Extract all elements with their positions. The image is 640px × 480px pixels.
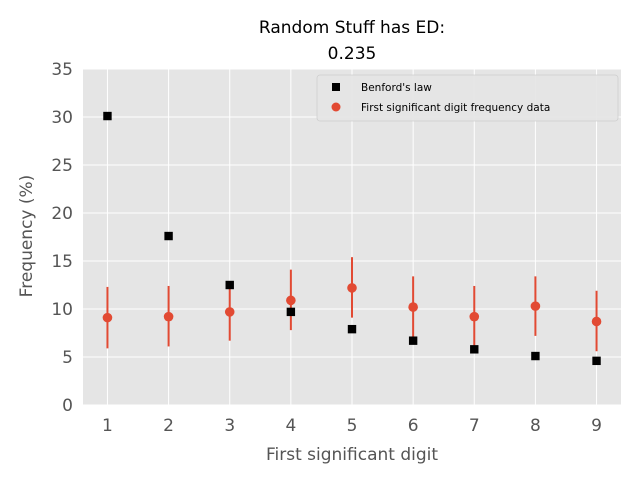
x-tick-label: 9 <box>591 416 602 436</box>
benford-point <box>103 111 112 121</box>
benford-point <box>470 345 479 354</box>
x-tick-label: 4 <box>285 416 296 436</box>
y-tick-label: 25 <box>51 156 73 176</box>
legend-data-label: First significant digit frequency data <box>361 102 550 114</box>
benford-point <box>408 336 418 345</box>
chart-title-line1: Random Stuff has ED: <box>259 18 445 38</box>
chart-title-line2: 0.235 <box>328 44 377 64</box>
y-tick-label: 5 <box>62 348 73 368</box>
y-tick-label: 10 <box>51 300 73 320</box>
y-tick-label: 20 <box>51 204 73 224</box>
data-point <box>163 311 174 322</box>
x-tick-labels: 1 2 3 4 5 6 7 8 9 <box>102 416 602 436</box>
y-tick-label: 15 <box>51 252 73 272</box>
x-tick-label: 7 <box>469 416 480 436</box>
benford-point <box>164 231 173 241</box>
legend-benford-label: Benford's law <box>361 82 432 94</box>
data-markers <box>102 111 602 366</box>
x-axis-label: First significant digit <box>266 445 438 465</box>
benford-point <box>225 280 234 290</box>
y-tick-labels: 0 5 10 15 20 25 30 35 <box>51 60 73 416</box>
data-point <box>530 301 541 311</box>
legend: Benford's law First significant digit fr… <box>316 74 619 122</box>
y-tick-label: 35 <box>51 60 73 80</box>
data-point <box>347 283 357 293</box>
x-tick-label: 3 <box>224 416 235 436</box>
data-point <box>286 295 296 306</box>
legend-benford-marker <box>332 83 340 91</box>
y-tick-label: 0 <box>62 396 73 416</box>
y-axis-label: Frequency (%) <box>17 175 37 298</box>
x-tick-label: 5 <box>347 416 358 436</box>
benford-point <box>286 307 296 317</box>
data-point <box>408 302 418 312</box>
benford-point <box>531 351 540 361</box>
data-point <box>224 307 235 317</box>
data-point <box>469 311 480 322</box>
y-tick-label: 30 <box>51 108 73 128</box>
x-tick-label: 2 <box>163 416 174 436</box>
data-point <box>591 316 602 327</box>
legend-box <box>316 74 619 122</box>
benford-point <box>347 324 357 334</box>
x-tick-label: 1 <box>102 416 113 436</box>
data-point <box>102 312 113 323</box>
x-tick-label: 8 <box>530 416 541 436</box>
legend-data-marker <box>331 102 341 112</box>
x-tick-label: 6 <box>408 416 419 436</box>
benford-point <box>592 356 601 366</box>
